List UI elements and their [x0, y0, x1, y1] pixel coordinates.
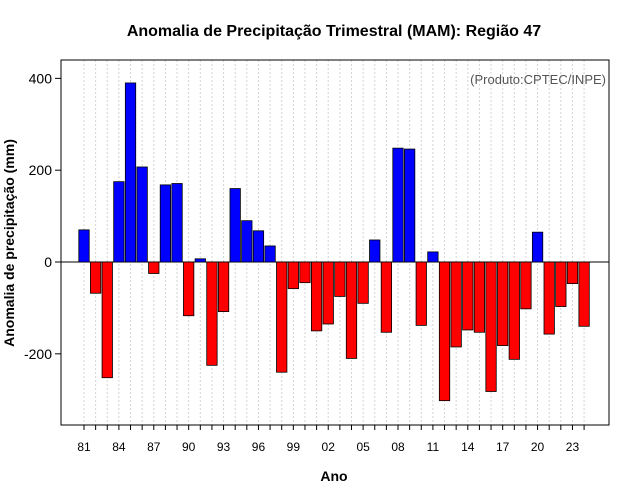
bar-2020: [531, 231, 544, 263]
bar-2019: [520, 261, 532, 310]
y-axis: -200 0 200 400: [24, 70, 61, 362]
y-tick-label: 400: [29, 70, 53, 86]
bar-2022: [555, 261, 567, 307]
chart-title: Anomalia de Precipitação Trimestral (MAM…: [127, 23, 541, 40]
bar-1997: [264, 245, 276, 263]
bar-2008: [392, 147, 404, 263]
y-tick-label: -200: [24, 346, 52, 362]
bar-2016: [485, 261, 497, 392]
bar-2012: [438, 261, 451, 402]
y-tick-label: 0: [44, 254, 52, 270]
bar-2001: [310, 261, 323, 332]
x-tick-label: 87: [147, 440, 161, 454]
bar-1982: [90, 261, 102, 294]
bar-2000: [299, 261, 311, 284]
source-annotation: (Produto:CPTEC/INPE): [470, 72, 606, 87]
bar-2015: [473, 261, 486, 333]
vertical-gridlines: [83, 60, 585, 425]
bar-2009: [404, 148, 416, 263]
x-tick-label: 20: [531, 440, 545, 454]
bar-1981: [78, 229, 90, 263]
bar-1989: [171, 183, 183, 263]
x-tick-label: 14: [461, 440, 475, 454]
plot-frame: [60, 59, 610, 426]
bar-2023: [566, 261, 579, 284]
bar-2007: [380, 261, 392, 333]
bar-series: [78, 82, 590, 402]
bar-1985: [124, 82, 137, 263]
bar-2011: [427, 251, 439, 263]
bar-2002: [322, 261, 334, 325]
bar-1990: [183, 261, 195, 317]
bar-1995: [241, 220, 253, 263]
bar-1996: [252, 230, 265, 263]
x-tick-label: 08: [391, 440, 405, 454]
x-axis-title: Ano: [320, 468, 347, 484]
x-tick-label: 23: [566, 440, 580, 454]
y-axis-title: Anomalia de precipitação (mm): [1, 139, 17, 347]
bar-2021: [543, 261, 555, 335]
x-tick-label: 02: [322, 440, 336, 454]
bar-2005: [357, 261, 369, 304]
bar-1988: [159, 184, 172, 263]
bar-1999: [287, 261, 299, 290]
bar-2006: [369, 239, 381, 263]
bar-2003: [334, 261, 346, 297]
x-tick-label: 96: [252, 440, 266, 454]
bar-2017: [497, 261, 509, 346]
x-tick-label: 93: [217, 440, 231, 454]
x-tick-label: 99: [287, 440, 301, 454]
x-tick-label: 81: [77, 440, 91, 454]
bar-1986: [136, 166, 148, 263]
bar-1987: [148, 261, 160, 274]
bar-2010: [415, 261, 427, 326]
bar-2013: [450, 261, 462, 348]
x-tick-label: 11: [427, 440, 440, 454]
bar-1994: [229, 188, 241, 263]
bar-2014: [462, 261, 474, 331]
bar-1993: [217, 261, 230, 312]
x-axis: 81 84 87 90 93 96 99 02 05 08 11 14 17 20 23: [77, 425, 585, 454]
bar-1998: [276, 261, 288, 373]
bar-1984: [113, 181, 125, 263]
bar-1983: [101, 261, 113, 379]
bar-2018: [508, 261, 520, 360]
x-tick-label: 84: [112, 440, 126, 454]
bar-1991: [194, 258, 206, 263]
bar-2004: [345, 261, 358, 359]
bar-2024: [578, 261, 590, 327]
y-tick-label: 200: [29, 162, 53, 178]
x-tick-label: 90: [182, 440, 196, 454]
bar-1992: [206, 261, 218, 366]
x-tick-label: 05: [356, 440, 370, 454]
x-tick-label: 17: [496, 440, 510, 454]
